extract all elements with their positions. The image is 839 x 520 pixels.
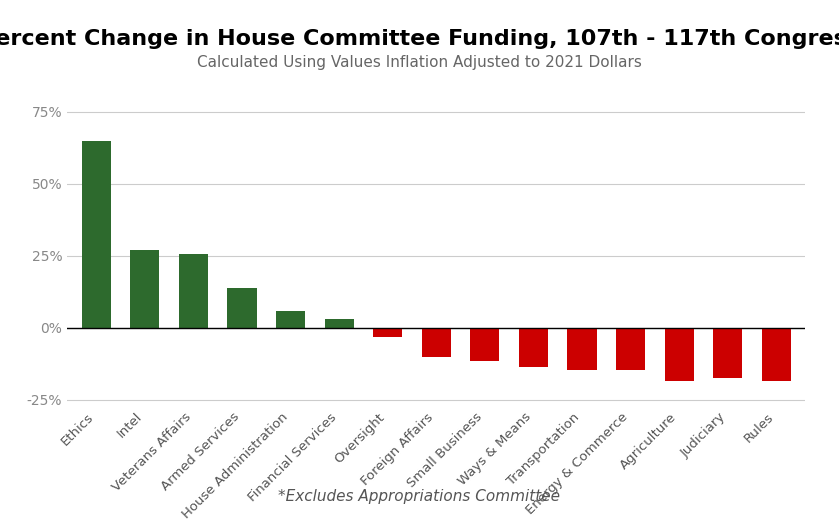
Bar xyxy=(276,310,305,328)
Text: *Excludes Appropriations Committee: *Excludes Appropriations Committee xyxy=(279,489,560,504)
Bar xyxy=(471,328,499,361)
Bar xyxy=(713,328,743,378)
Bar xyxy=(616,328,645,370)
Bar xyxy=(81,141,111,328)
Bar xyxy=(130,250,159,328)
Bar xyxy=(422,328,451,357)
Bar xyxy=(664,328,694,381)
Text: Percent Change in House Committee Funding, 107th - 117th Congress: Percent Change in House Committee Fundin… xyxy=(0,29,839,48)
Bar xyxy=(519,328,548,367)
Bar xyxy=(567,328,597,370)
Bar xyxy=(179,254,208,328)
Bar xyxy=(227,288,257,328)
Text: Calculated Using Values Inflation Adjusted to 2021 Dollars: Calculated Using Values Inflation Adjust… xyxy=(197,55,642,70)
Bar xyxy=(325,319,354,328)
Bar xyxy=(762,328,791,381)
Bar xyxy=(373,328,402,336)
